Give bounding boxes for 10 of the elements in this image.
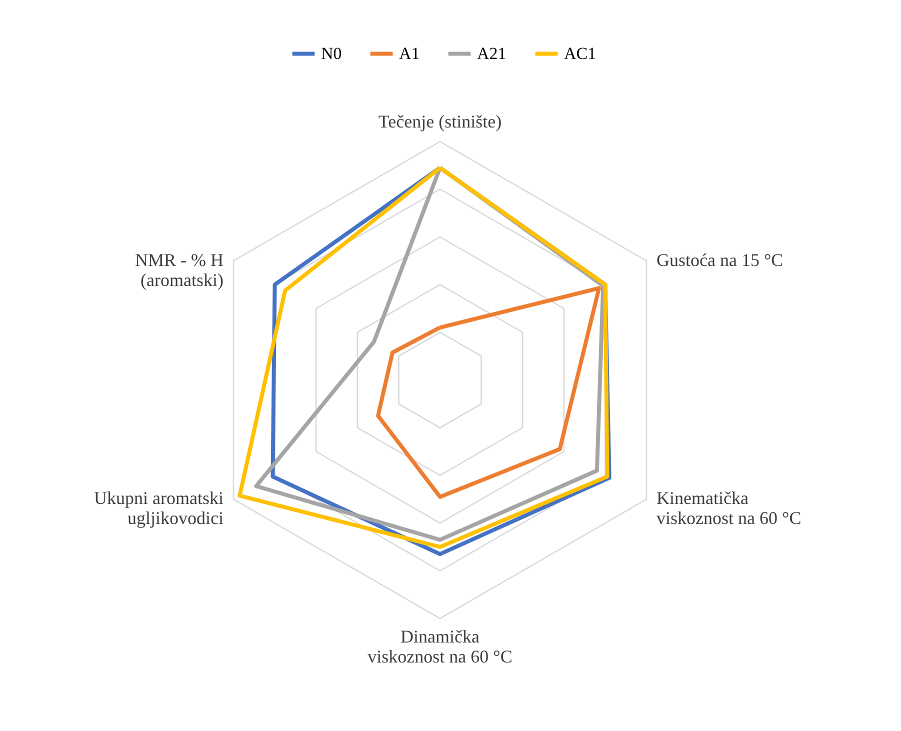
spoke-label: Kinematička viskoznost na 60 °C bbox=[656, 488, 802, 528]
legend-label: A21 bbox=[477, 44, 506, 63]
legend-label: AC1 bbox=[564, 44, 596, 63]
spoke-label: NMR - % H (aromatski) bbox=[134, 250, 224, 290]
spoke-label: Dinamička viskoznost na 60 °C bbox=[368, 626, 512, 666]
spoke-label: Gustoća na 15 °C bbox=[656, 250, 784, 270]
legend-label: N0 bbox=[321, 44, 342, 63]
legend-label: A1 bbox=[399, 44, 420, 63]
spoke-label: Tečenje (stinište) bbox=[378, 112, 502, 132]
spoke-label: Ukupni aromatski ugljikovodici bbox=[94, 488, 224, 528]
